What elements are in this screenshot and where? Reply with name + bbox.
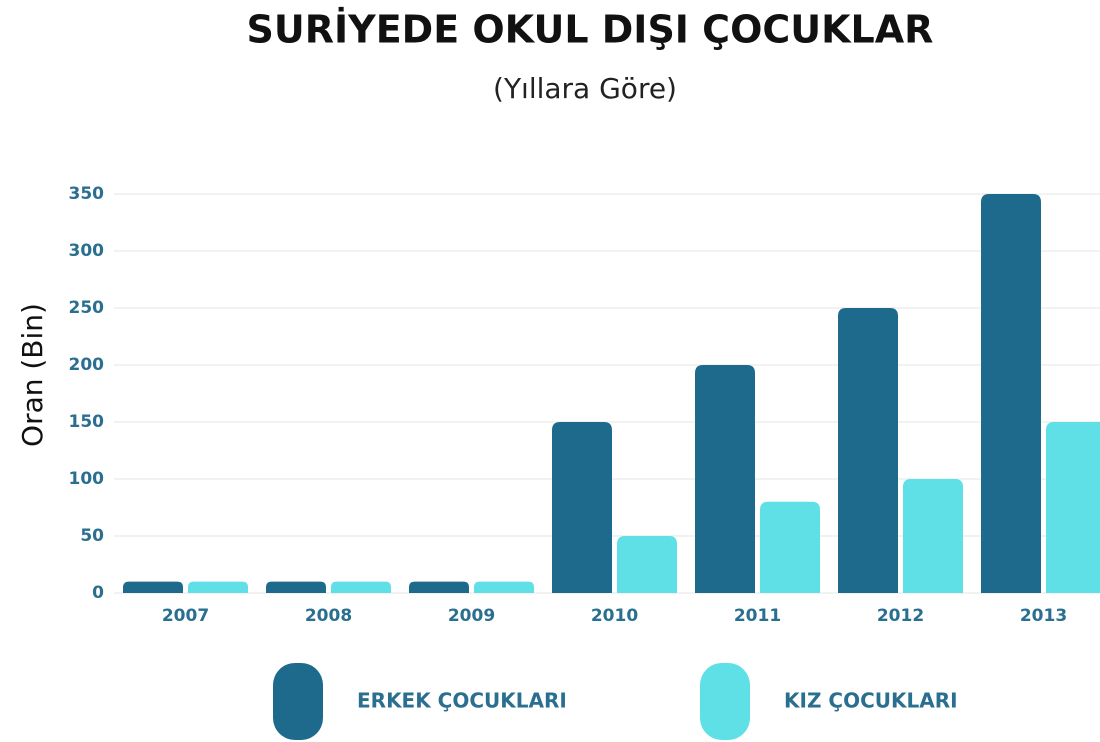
bar (1046, 422, 1100, 593)
bar (695, 365, 755, 593)
y-tick-label: 0 (92, 583, 104, 603)
y-tick-label: 100 (69, 469, 105, 489)
bar (266, 581, 326, 593)
y-tick-label: 50 (80, 526, 104, 546)
bar (331, 581, 391, 593)
y-tick-label: 300 (69, 241, 105, 261)
bar (903, 479, 963, 593)
bar (188, 581, 248, 593)
bar (838, 308, 898, 593)
chart-subtitle: (Yıllara Göre) (493, 72, 677, 105)
y-tick-label: 250 (69, 298, 105, 318)
bar (981, 194, 1041, 593)
legend-label: KIZ ÇOCUKLARI (784, 689, 958, 713)
x-tick-label: 2011 (734, 606, 781, 626)
legend-swatch (273, 663, 323, 740)
x-tick-label: 2008 (305, 606, 352, 626)
x-tick-label: 2007 (162, 606, 209, 626)
y-tick-label: 350 (69, 184, 105, 204)
bar (760, 501, 820, 593)
legend-swatch (700, 663, 750, 740)
y-axis-label: Oran (Bin) (16, 303, 49, 447)
x-tick-label: 2013 (1020, 606, 1067, 626)
chart-title: SURİYEDE OKUL DIŞI ÇOCUKLAR (247, 8, 934, 52)
y-tick-label: 200 (69, 355, 105, 375)
bar (409, 581, 469, 593)
bar (123, 581, 183, 593)
bar (474, 581, 534, 593)
bar (617, 536, 677, 593)
x-tick-label: 2009 (448, 606, 495, 626)
x-tick-label: 2012 (877, 606, 924, 626)
y-tick-label: 150 (69, 412, 105, 432)
x-tick-label: 2010 (591, 606, 638, 626)
bar (552, 422, 612, 593)
legend-label: ERKEK ÇOCUKLARI (357, 689, 567, 713)
